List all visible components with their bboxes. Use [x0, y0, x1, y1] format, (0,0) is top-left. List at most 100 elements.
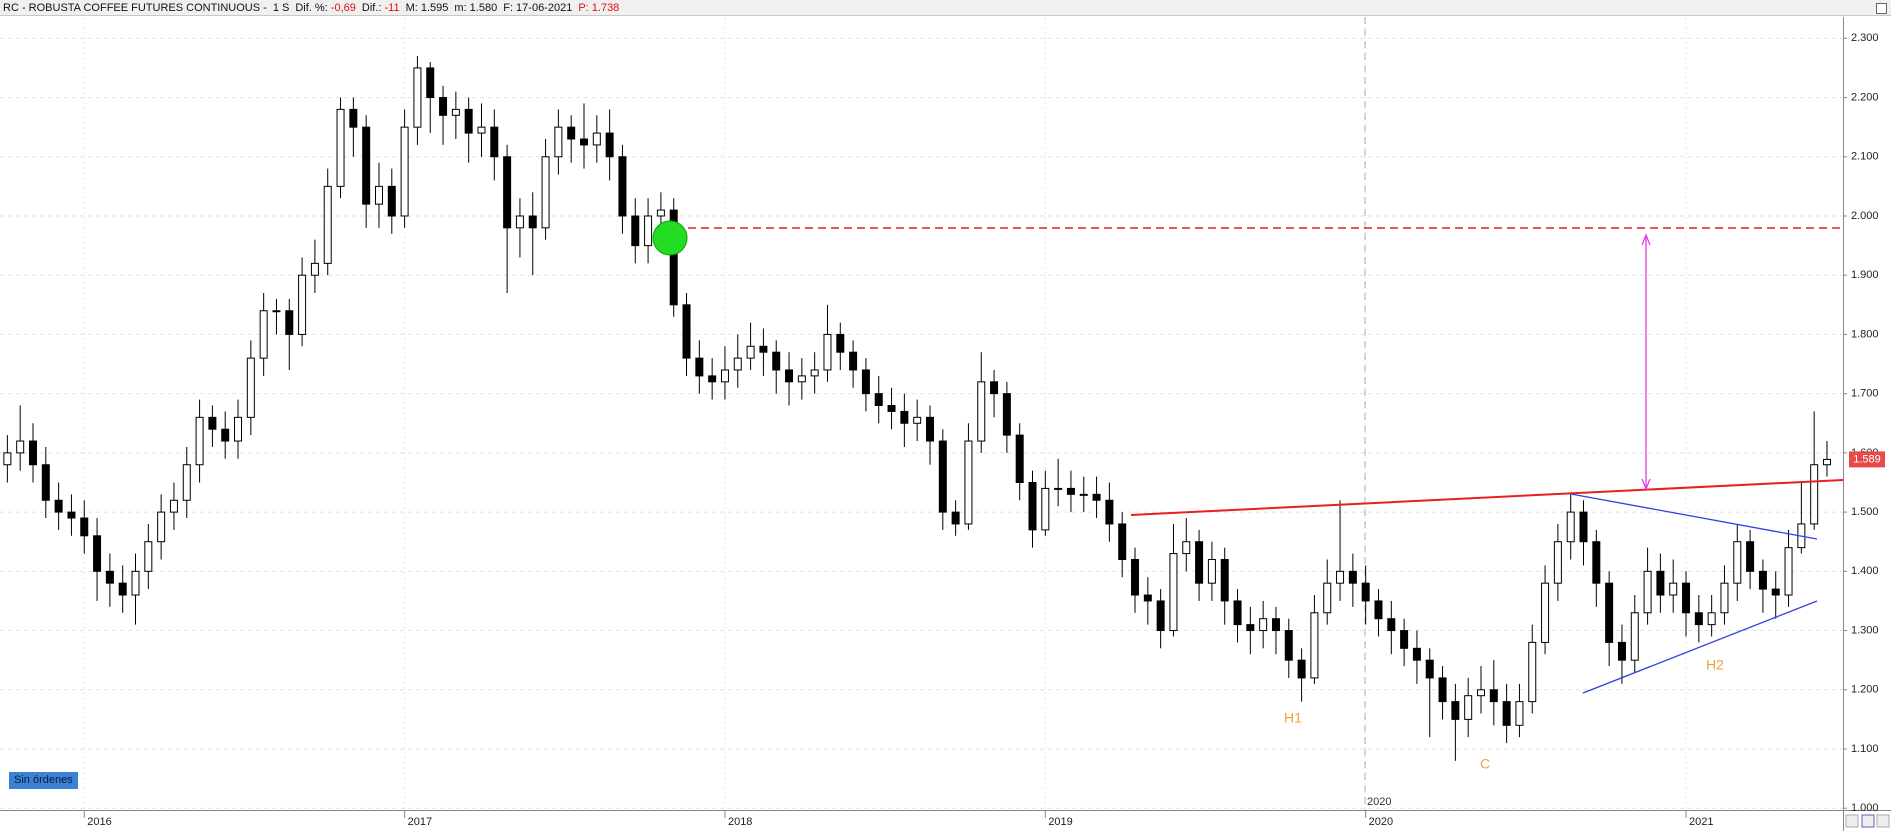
candle-body	[759, 345, 768, 353]
value: -11	[384, 2, 400, 14]
candle-body	[246, 357, 255, 418]
x-tick-label: 2021	[1689, 816, 1713, 828]
candle-body	[900, 410, 909, 424]
corner-button[interactable]	[1861, 814, 1875, 828]
candle-body	[118, 582, 127, 596]
grid	[0, 17, 1843, 810]
symbol: RC - ROBUSTA COFFEE FUTURES CONTINUOUS -	[3, 2, 267, 14]
candle-body	[1054, 487, 1063, 490]
candle-body	[541, 156, 550, 229]
separator-label: 2020	[1367, 796, 1391, 808]
y-tick-label: 1.300	[1851, 624, 1879, 636]
candle-body	[272, 310, 281, 313]
candle-body	[618, 156, 627, 217]
candle-body	[67, 511, 76, 519]
candle-body	[323, 185, 332, 264]
candle-body	[1528, 641, 1537, 703]
candle-body	[1822, 458, 1831, 466]
candle-body	[938, 440, 947, 513]
candle-body	[1720, 582, 1729, 614]
candle-body	[1630, 612, 1639, 661]
candle-body	[41, 464, 50, 501]
candle-body	[310, 262, 319, 276]
candle-body	[195, 416, 204, 466]
candle-body	[413, 67, 422, 128]
candle-body	[1271, 618, 1280, 632]
candle-body	[746, 345, 755, 359]
candle-body	[682, 304, 691, 359]
candle-body	[913, 416, 922, 424]
candle-body	[669, 209, 678, 306]
candle-body	[1771, 588, 1780, 596]
candle-body	[644, 215, 653, 247]
candle-body	[439, 97, 448, 116]
candle-body	[387, 185, 396, 217]
candle-body	[1310, 612, 1319, 679]
candle-body	[631, 215, 640, 247]
candle-body	[336, 108, 345, 187]
candle-body	[785, 369, 794, 383]
candle-body	[298, 274, 307, 335]
corner-button[interactable]	[1845, 814, 1859, 828]
candle-body	[1002, 393, 1011, 436]
candle-body	[1028, 481, 1037, 531]
candle-body	[451, 108, 460, 116]
x-tick-label: 2016	[87, 816, 111, 828]
candle-body	[977, 381, 986, 442]
candle-body	[1605, 582, 1614, 643]
candle-body	[874, 393, 883, 407]
candle-body	[221, 428, 230, 442]
candle-body	[1323, 582, 1332, 614]
candle-body	[1810, 464, 1819, 525]
candle-body	[182, 464, 191, 501]
toolbar: RC - ROBUSTA COFFEE FUTURES CONTINUOUS -…	[0, 0, 1891, 16]
candle-body	[515, 215, 524, 229]
y-tick-label: 2.300	[1851, 32, 1879, 44]
candle-body	[208, 416, 217, 430]
orders-button[interactable]: Sin órdenes	[9, 772, 78, 789]
arrow-head	[1641, 478, 1651, 491]
window-button[interactable]	[1876, 3, 1887, 14]
candle-body	[1182, 541, 1191, 555]
candle-body	[1143, 594, 1152, 602]
candle-body	[1515, 701, 1524, 726]
candle-body	[1617, 641, 1626, 661]
candle-body	[1694, 612, 1703, 626]
candle-body	[1284, 630, 1293, 661]
candle-body	[1400, 630, 1409, 649]
candle-body	[1553, 541, 1562, 584]
candle-body	[374, 185, 383, 205]
candle-body	[1669, 582, 1678, 596]
candle-body	[1784, 547, 1793, 596]
candle-body	[362, 126, 371, 205]
candle-body	[1336, 570, 1345, 584]
candles	[3, 56, 1831, 761]
x-tick-label: 2018	[728, 816, 752, 828]
candle-body	[105, 570, 114, 584]
candle-body	[1195, 541, 1204, 584]
candle-body	[720, 369, 729, 383]
x-tick-label: 2017	[408, 816, 432, 828]
signal-circle	[652, 220, 688, 256]
candle-body	[1066, 487, 1075, 495]
candle-body	[1682, 582, 1691, 614]
y-tick-label: 1.500	[1851, 506, 1879, 518]
candle-body	[1579, 511, 1588, 543]
candle-body	[1220, 558, 1229, 602]
value: -0,69	[330, 2, 356, 14]
candle-body	[464, 108, 473, 134]
candle-body	[93, 535, 102, 572]
candle-body	[1489, 689, 1498, 703]
candle-body	[656, 209, 665, 217]
pattern-label: C	[1480, 756, 1490, 772]
candle-body	[567, 126, 576, 140]
candle-body	[1246, 624, 1255, 632]
corner-button[interactable]	[1876, 814, 1890, 828]
candle-body	[1079, 493, 1088, 496]
candle-body	[1733, 541, 1742, 584]
label: Dif. %:	[295, 2, 328, 14]
candle-body	[823, 333, 832, 371]
candle-body	[1156, 600, 1165, 632]
